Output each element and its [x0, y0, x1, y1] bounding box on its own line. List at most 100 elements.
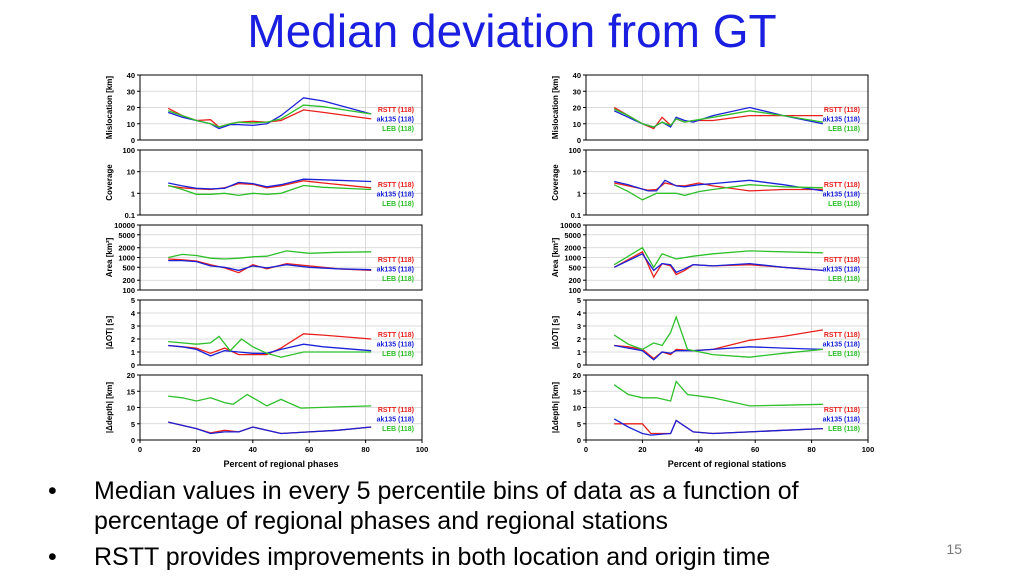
legend-entry: LEB (118)	[382, 351, 414, 358]
x-tick-label: 20	[638, 445, 646, 454]
panel-frame	[139, 224, 423, 291]
y-tick-label: 5000	[118, 231, 135, 240]
legend-entry: LEB (118)	[382, 276, 414, 283]
legend-entry: ak135 (118)	[377, 342, 414, 349]
slide-title: Median deviation from GT	[247, 5, 777, 57]
y-tick-label: 4	[577, 309, 582, 318]
x-tick-label: 80	[807, 445, 815, 454]
bullet-line: RSTT provides improvements in both locat…	[94, 543, 771, 571]
legend-entry: RSTT (118)	[378, 182, 414, 189]
y-tick-label: 5000	[564, 231, 581, 240]
y-tick-label: 2000	[118, 244, 135, 253]
y-tick-label: 10000	[114, 221, 135, 230]
series-line-rstt	[168, 180, 372, 191]
chart-panel: 0.1 1 10 100 Coverage RSTT (118) ak135 (118) LE…	[551, 146, 869, 220]
legend-entry: ak135 (118)	[823, 267, 860, 274]
chart-panel: 0 5 10 15 20 |Δdepth| [km] RSTT (118) ak135 (11…	[105, 371, 423, 445]
x-tick-label: 60	[751, 445, 759, 454]
legend-entry: ak135 (118)	[377, 267, 414, 274]
x-axis-label: Percent of regional phases	[223, 459, 338, 469]
y-tick-label: 0	[131, 361, 135, 370]
y-tick-label: 0.1	[125, 211, 135, 220]
y-tick-label: 30	[127, 87, 135, 96]
legend-entry: RSTT (118)	[824, 107, 860, 114]
x-tick-label: 80	[361, 445, 369, 454]
legend-entry: RSTT (118)	[824, 182, 860, 189]
panel-frame	[585, 149, 869, 216]
series-line-rstt	[168, 258, 372, 274]
series-line-ak135	[614, 179, 824, 192]
series-line-leb	[613, 246, 823, 269]
x-axis-label: Percent of regional stations	[668, 459, 787, 469]
y-tick-label: 4	[131, 309, 136, 318]
legend-entry: ak135 (118)	[377, 117, 414, 124]
y-tick-label: 1	[577, 189, 581, 198]
x-tick-label: 100	[416, 445, 429, 454]
y-tick-label: 2	[577, 335, 581, 344]
chart-panel: 0 1 2 3 4 5 |ΔOT| [s] RSTT (118) ak135 (118) LEB …	[105, 296, 423, 370]
legend-entry: LEB (118)	[382, 201, 414, 208]
y-tick-label: 1	[131, 348, 135, 357]
bullet-line: Median values in every 5 percentile bins…	[94, 477, 799, 505]
panel-frame	[139, 299, 423, 366]
y-tick-label: 15	[573, 387, 581, 396]
series-line-rstt	[613, 250, 823, 279]
y-tick-label: 20	[127, 371, 135, 380]
legend-entry: LEB (118)	[828, 351, 860, 358]
y-tick-label: 40	[127, 71, 135, 80]
series-line-ak135	[613, 252, 823, 274]
y-axis-label: |Δdepth| [km]	[105, 382, 114, 433]
series-line-leb	[167, 104, 372, 128]
bullet-dot: •	[48, 543, 57, 571]
y-tick-label: 0.1	[571, 211, 581, 220]
legend-entry: RSTT (118)	[824, 257, 860, 264]
x-tick-label: 100	[862, 445, 875, 454]
y-tick-label: 100	[122, 286, 135, 295]
legend-entry: ak135 (118)	[823, 192, 860, 199]
y-tick-label: 20	[127, 104, 135, 113]
x-tick-label: 0	[584, 445, 588, 454]
series-line-leb	[613, 108, 824, 128]
y-axis-label: Coverage	[551, 164, 560, 201]
y-tick-label: 0	[577, 136, 581, 145]
series-line-leb	[168, 335, 372, 358]
y-tick-label: 5	[577, 420, 581, 429]
y-tick-label: 1	[577, 348, 581, 357]
legend-entry: RSTT (118)	[378, 257, 414, 264]
y-axis-label: Mislocation [km]	[551, 76, 560, 139]
series-line-leb	[168, 184, 372, 197]
x-tick-label: 60	[305, 445, 313, 454]
panel-frame	[585, 374, 869, 441]
y-axis-label: |ΔOT| [s]	[551, 316, 560, 350]
x-tick-label: 20	[192, 445, 200, 454]
series-line-ak135	[168, 178, 372, 190]
bullet-line: percentage of regional phases and region…	[94, 507, 669, 535]
x-tick-label: 0	[138, 445, 142, 454]
series-line-rstt	[614, 419, 823, 435]
legend-entry: RSTT (118)	[378, 332, 414, 339]
y-axis-label: Area [km²]	[105, 237, 114, 277]
legend-entry: ak135 (118)	[377, 192, 414, 199]
y-tick-label: 0	[577, 361, 581, 370]
y-tick-label: 1000	[564, 254, 581, 263]
y-tick-label: 500	[568, 263, 581, 272]
y-tick-label: 30	[573, 87, 581, 96]
y-tick-label: 500	[122, 263, 135, 272]
panel-frame	[585, 299, 869, 366]
y-axis-label: Mislocation [km]	[105, 76, 114, 139]
legend-entry: LEB (118)	[382, 126, 414, 133]
x-tick-label: 40	[249, 445, 257, 454]
series-line-leb	[168, 393, 372, 409]
panel-frame	[139, 149, 423, 216]
series-line-ak135	[168, 421, 372, 435]
legend-entry: RSTT (118)	[824, 332, 860, 339]
page-number: 15	[946, 541, 962, 557]
series-line-leb	[168, 250, 372, 260]
panel-frame	[585, 74, 869, 141]
y-tick-label: 1000	[118, 254, 135, 263]
series-line-rstt	[614, 329, 824, 360]
y-tick-label: 100	[568, 146, 581, 155]
y-tick-label: 20	[573, 371, 581, 380]
